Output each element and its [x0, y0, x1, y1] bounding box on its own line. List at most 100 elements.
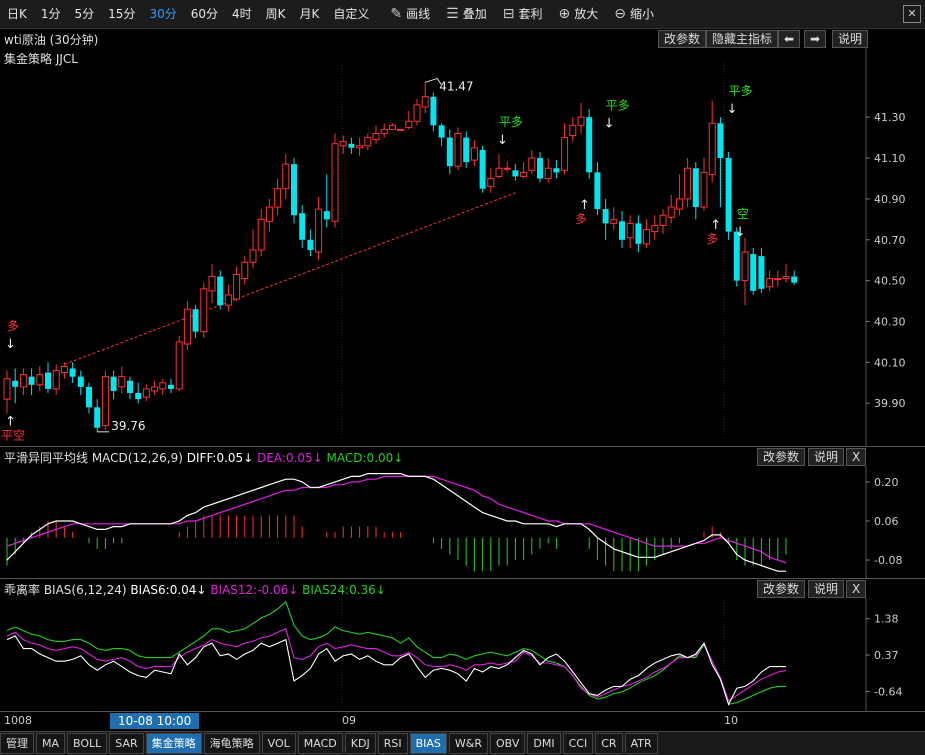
- period-button[interactable]: 60分: [190, 7, 218, 21]
- period-button[interactable]: 4时: [232, 7, 252, 21]
- trend-line: [64, 192, 516, 365]
- indicator-tab[interactable]: 集金策略: [145, 733, 202, 754]
- tool-button[interactable]: ✎ 画线: [382, 0, 438, 28]
- candle-body-up: [454, 133, 462, 167]
- candle-body-up: [766, 278, 774, 288]
- signal-label: 平空: [1, 428, 25, 442]
- strategy-label: 集金策略 JJCL: [4, 52, 78, 66]
- hide-main-indicator-button[interactable]: 隐藏主指标: [706, 30, 779, 48]
- signal-label: 平多: [606, 98, 630, 112]
- period-button[interactable]: 30分: [149, 7, 177, 21]
- indicator-tab[interactable]: BOLL: [67, 733, 108, 754]
- candle-body-up: [282, 163, 290, 190]
- macd-close-button[interactable]: X: [846, 448, 867, 466]
- candle-body-up: [577, 116, 585, 126]
- bias6-value: BIAS6:0.04↓: [130, 583, 207, 597]
- low-price-label: 39.76: [111, 419, 145, 433]
- period-button[interactable]: 15分: [108, 7, 136, 21]
- macd-tick-label: 0.20: [874, 476, 899, 489]
- candle-body-up: [183, 308, 191, 345]
- macd-value: MACD:0.00↓: [326, 451, 404, 465]
- candle-body-down: [717, 123, 724, 159]
- tool-label: 叠加: [462, 7, 487, 21]
- scroll-right-button[interactable]: ➡: [804, 30, 827, 48]
- period-button[interactable]: 日K: [7, 7, 27, 21]
- candle-body-down: [348, 143, 355, 148]
- date-label-10: 10: [724, 714, 738, 727]
- tool-button[interactable]: ⊕ 放大: [550, 0, 606, 28]
- indicator-tab[interactable]: MA: [36, 733, 66, 754]
- indicator-tab[interactable]: DMI: [527, 733, 561, 754]
- indicator-tab[interactable]: VOL: [261, 733, 296, 754]
- indicator-tab[interactable]: CCI: [562, 733, 594, 754]
- main-params-button[interactable]: 改参数: [658, 30, 707, 48]
- indicator-tab[interactable]: 管理: [0, 733, 34, 754]
- scroll-left-button[interactable]: ⬅: [778, 30, 801, 48]
- candle-body-down: [299, 213, 306, 240]
- bias-params-button[interactable]: 改参数: [757, 580, 806, 598]
- candle-body-up: [659, 214, 667, 226]
- candle-body-down: [586, 117, 593, 173]
- bias-close-button[interactable]: X: [846, 580, 867, 598]
- main-help-button[interactable]: 说明: [832, 30, 869, 48]
- candle-body-up: [741, 251, 749, 282]
- candle-body-down: [635, 223, 642, 244]
- candle-body-down: [28, 376, 35, 385]
- period-button[interactable]: 月K: [299, 7, 320, 21]
- candle-body-up: [675, 198, 683, 210]
- signal-label: 平多: [499, 115, 523, 129]
- period-button[interactable]: 自定义: [333, 7, 370, 21]
- candle-body-down: [12, 380, 19, 387]
- cursor-date-label: 10-08 10:00: [110, 713, 200, 729]
- candle-body-down: [127, 380, 133, 394]
- tool-button[interactable]: ☰ 叠加: [438, 0, 495, 28]
- indicator-tab[interactable]: RSI: [377, 733, 408, 754]
- date-label-09: 09: [342, 714, 356, 727]
- high-marker-line: [425, 77, 442, 85]
- candle-body-up: [208, 276, 216, 292]
- indicator-tab[interactable]: BIAS: [409, 733, 447, 754]
- candle-body-up: [520, 171, 528, 177]
- bias24-value: BIAS24:0.36↓: [302, 583, 386, 597]
- indicator-tab[interactable]: W&R: [448, 733, 488, 754]
- indicator-tab[interactable]: 海龟策略: [203, 733, 260, 754]
- bias-help-button[interactable]: 说明: [808, 580, 845, 598]
- layers-icon: ☰: [446, 6, 459, 22]
- candle-body-up: [528, 157, 536, 171]
- indicator-tabs: 管理 MA BOLL SAR 集金策略 海龟策略 VOL MACD KDJ RSI BIAS W&R O…: [0, 731, 925, 755]
- panel-divider: [0, 446, 925, 447]
- tool-button[interactable]: ⊟ 套利: [495, 0, 551, 28]
- period-button[interactable]: 1分: [40, 7, 61, 21]
- signal-arrow-down-icon: ↓: [735, 225, 746, 240]
- candle-body-up: [175, 341, 183, 390]
- macd-params-button[interactable]: 改参数: [757, 448, 806, 466]
- candle-body-up: [421, 96, 429, 108]
- signal-arrow-down-icon: ↓: [5, 337, 16, 352]
- date-axis: 1008 10-08 10:00 09 10: [0, 711, 925, 732]
- signal-arrow-down-icon: ↓: [727, 102, 738, 117]
- candle-body-up: [364, 137, 372, 147]
- bias12-line: [6, 628, 787, 702]
- period-button[interactable]: 周K: [265, 7, 286, 21]
- candle-body-up: [200, 288, 208, 333]
- candle-body-up: [52, 370, 60, 390]
- period-button[interactable]: 5分: [74, 7, 95, 21]
- macd-help-button[interactable]: 说明: [808, 448, 845, 466]
- candle-body-up: [274, 188, 282, 208]
- candle-body-up: [684, 167, 692, 200]
- candle-body-down: [438, 125, 445, 138]
- tool-button[interactable]: ⊖ 缩小: [606, 0, 662, 28]
- indicator-tab[interactable]: ATR: [624, 733, 658, 754]
- indicator-tab[interactable]: OBV: [490, 733, 526, 754]
- candle-body-up: [405, 120, 413, 128]
- indicator-tab[interactable]: KDJ: [344, 733, 376, 754]
- indicator-tab[interactable]: MACD: [297, 733, 343, 754]
- candle-body-down: [619, 221, 625, 240]
- close-icon[interactable]: ✕: [903, 5, 921, 23]
- candle-body-up: [118, 376, 126, 388]
- candle-body-up: [610, 218, 618, 224]
- indicator-tab[interactable]: CR: [595, 733, 623, 754]
- tool-label: 缩小: [629, 7, 654, 21]
- candle-body-down: [758, 256, 765, 289]
- indicator-tab[interactable]: SAR: [109, 733, 144, 754]
